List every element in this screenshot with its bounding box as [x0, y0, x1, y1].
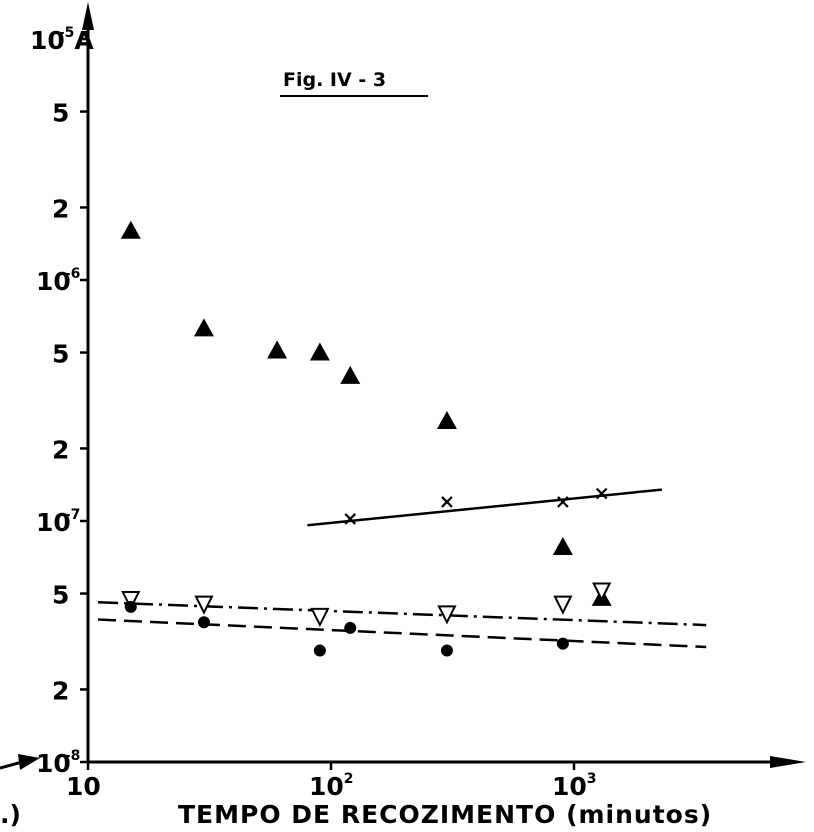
axes: 10-5A 5 2 10-6 5 2 10-7 5 2 10-810 102 103 — [0, 2, 806, 801]
fit-line-dashed — [98, 618, 707, 649]
point-open-triangle — [437, 605, 457, 625]
y-tick-label: 5 — [52, 581, 69, 610]
x-tick-label: 103 — [552, 771, 597, 801]
point-filled-triangle — [309, 342, 330, 361]
point-x-stroke — [595, 487, 608, 500]
y-tick-label: 10-5A — [30, 25, 94, 55]
chart-title: Fig. IV - 3 — [283, 69, 386, 91]
point-filled-circle — [197, 616, 210, 629]
x-axis-arrow — [770, 756, 806, 768]
point-open-triangle — [310, 607, 330, 628]
point-filled-triangle — [193, 318, 214, 337]
y-tick-label: 10-8 — [36, 748, 80, 778]
point-x-stroke — [344, 513, 357, 525]
point-filled-triangle — [340, 365, 361, 384]
data-marks — [120, 220, 612, 657]
point-filled-triangle — [120, 220, 141, 239]
y-axis-arrow — [82, 2, 94, 30]
point-x — [557, 496, 569, 508]
point-filled-circle — [124, 600, 137, 613]
point-open-triangle — [553, 595, 573, 615]
point-filled-circle — [556, 637, 569, 650]
labels: Fig. IV - 3 TEMPO DE RECOZIMENTO (minuto… — [0, 69, 712, 829]
point-open-triangle — [121, 591, 141, 611]
point-filled-circle — [313, 644, 326, 657]
y-tick-label: 2 — [52, 435, 69, 464]
x-tick-label: 10 — [66, 772, 101, 801]
point-filled-circle — [344, 621, 357, 634]
x-axis-label: TEMPO DE RECOZIMENTO (minutos) — [178, 800, 712, 829]
y-tick-label: 2 — [52, 194, 69, 223]
point-filled-triangle — [552, 537, 573, 556]
left-fragment-arrow — [0, 760, 23, 770]
fit-line-dash-dot — [98, 601, 707, 627]
fit-lines — [98, 488, 707, 649]
y-tick-label: 5 — [52, 340, 69, 369]
y-tick-label: 10-6 — [36, 266, 80, 296]
x-tick-label: 102 — [309, 771, 354, 801]
point-filled-triangle — [267, 340, 288, 359]
y-tick-label: 2 — [52, 676, 69, 705]
point-x-stroke — [441, 496, 453, 508]
point-x — [441, 496, 453, 508]
left-fragment-arrowhead — [18, 754, 40, 770]
point-x — [344, 513, 357, 525]
point-open-triangle — [194, 595, 214, 615]
point-filled-triangle — [436, 410, 457, 429]
point-filled-circle — [440, 644, 453, 657]
point-open-triangle — [592, 582, 612, 602]
y-tick-label: 5 — [52, 99, 69, 128]
left-fragment-paren: .) — [0, 800, 21, 829]
fit-line-solid — [307, 488, 663, 527]
point-x — [595, 487, 608, 500]
point-x-stroke — [557, 496, 569, 508]
y-tick-label: 10-7 — [36, 507, 80, 537]
